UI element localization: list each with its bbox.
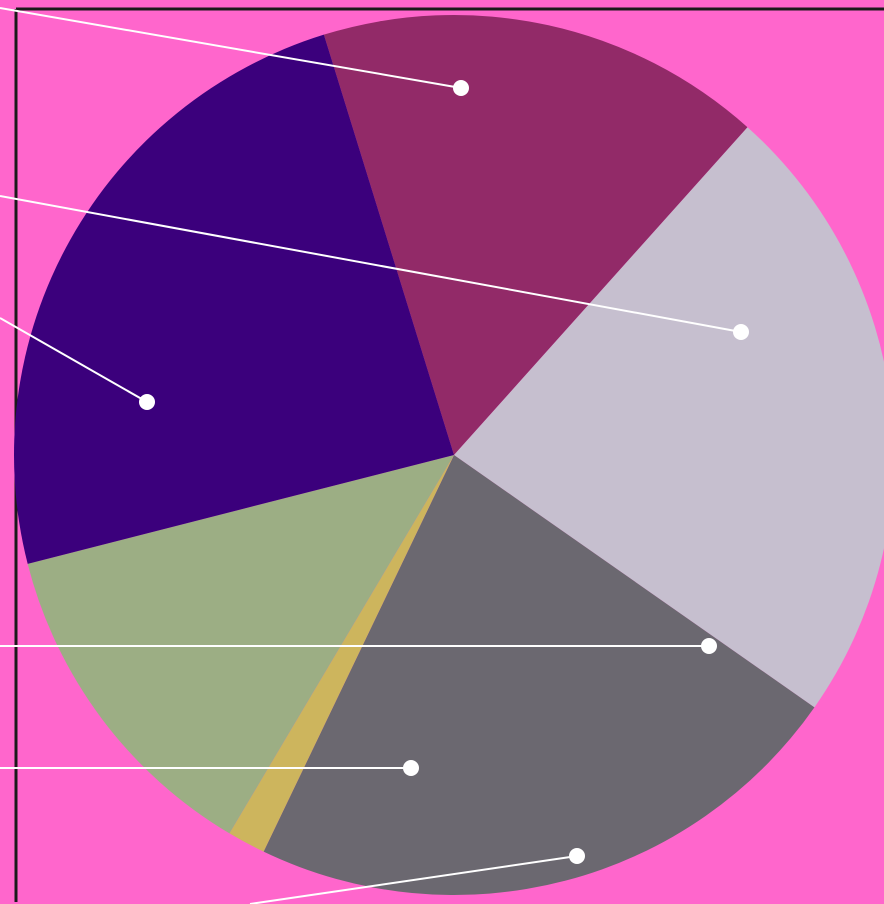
pie-slice-1 [323, 15, 748, 455]
leader-dot-3 [701, 638, 717, 654]
leader-line-6 [0, 317, 148, 403]
leader-line-4 [249, 855, 578, 904]
pie-slice-6 [13, 34, 455, 564]
leaders-layer [0, 7, 749, 904]
leader-line-1 [0, 7, 462, 89]
leader-dot-6 [139, 394, 155, 410]
slices-layer [13, 15, 884, 895]
pie-slice-3 [263, 455, 815, 895]
leader-dot-4 [569, 848, 585, 864]
pie-slice-2 [454, 127, 884, 708]
leader-dot-1 [453, 80, 469, 96]
pie-slice-5 [27, 455, 454, 834]
leader-dot-5 [403, 760, 419, 776]
leader-dot-2 [733, 324, 749, 340]
leader-line-2 [0, 195, 742, 333]
pie-slice-4 [229, 455, 454, 852]
